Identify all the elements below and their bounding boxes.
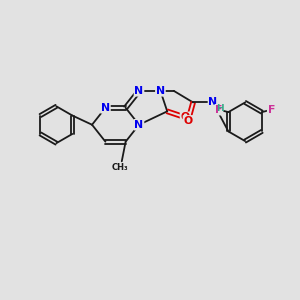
Text: N: N: [208, 98, 217, 107]
Text: CH₃: CH₃: [112, 163, 129, 172]
Text: N: N: [101, 103, 110, 113]
Text: O: O: [181, 112, 190, 122]
Text: N: N: [134, 120, 144, 130]
Text: H: H: [216, 104, 224, 113]
Text: F: F: [215, 105, 223, 115]
Text: F: F: [268, 105, 275, 115]
Text: N: N: [134, 86, 144, 96]
Text: O: O: [184, 116, 193, 126]
Text: N: N: [156, 86, 165, 96]
